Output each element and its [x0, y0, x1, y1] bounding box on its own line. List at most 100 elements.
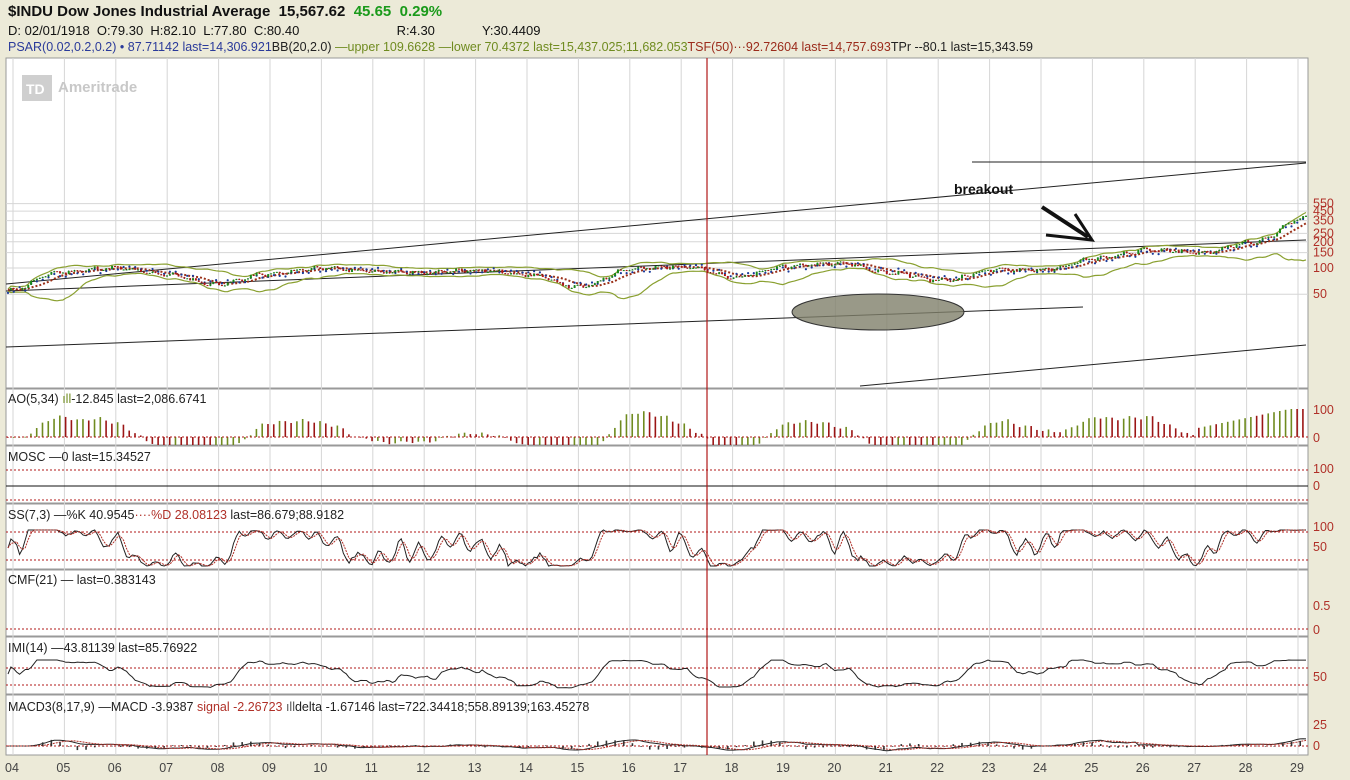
candle-body [1157, 251, 1160, 253]
macd-histogram-bar [518, 746, 521, 748]
bar-open: O:79.30 [96, 23, 144, 38]
ao-bar [197, 437, 200, 445]
ao-bar [1105, 417, 1108, 437]
ao-bar [99, 417, 102, 437]
macd-histogram-bar [657, 746, 660, 750]
macd-histogram-bar [1247, 744, 1249, 746]
macd-histogram-bar [753, 741, 755, 746]
ao-bar [718, 437, 720, 445]
ao-bar [47, 421, 50, 437]
candle-body [134, 268, 137, 270]
price-candles [9, 215, 1307, 291]
ao-bar [452, 436, 454, 438]
candle-body [547, 278, 550, 281]
ao-bar [764, 437, 767, 438]
candle-body [342, 269, 345, 271]
candle-body [671, 265, 674, 269]
psar-dot [1255, 245, 1258, 248]
psar-dot [1203, 252, 1206, 255]
psar-dot [296, 271, 299, 274]
candle-body [735, 276, 738, 278]
macd-histogram-bar [1273, 745, 1276, 747]
macd-histogram-bar [1256, 745, 1258, 747]
candle-body [556, 280, 559, 283]
candle-body [50, 272, 53, 275]
ao-histogram [6, 409, 1308, 445]
imi-panel-title: IMI(14) —43.81139 last=85.76922 [8, 641, 197, 655]
candle-body [483, 269, 486, 273]
ao-bar [1099, 418, 1102, 437]
ao-bar [105, 420, 107, 437]
psar-dot [920, 273, 923, 276]
psar-dot [151, 267, 154, 271]
psar-dot [891, 270, 894, 273]
date-tick-label: 23 [982, 761, 996, 775]
candle-body [813, 264, 816, 266]
ao-bar [186, 437, 188, 445]
psar-dot [58, 275, 62, 278]
psar-dot [330, 268, 333, 271]
candle-body [998, 267, 1001, 269]
candle-body [767, 270, 770, 272]
candle-body [183, 277, 186, 279]
candle-body [472, 270, 475, 272]
candle-body [336, 266, 339, 268]
psar-dot [400, 267, 403, 271]
ao-bar [469, 434, 472, 437]
candle-body [608, 277, 611, 280]
ao-bar [1146, 416, 1148, 437]
psar-dot [134, 266, 137, 269]
ao-bar [64, 416, 67, 437]
psar-dot [405, 270, 408, 273]
candle-body [486, 272, 489, 274]
macd-histogram-bar [128, 746, 131, 748]
psar-dot [342, 267, 345, 270]
candle-body [1273, 236, 1276, 238]
candle-body [1146, 247, 1149, 249]
psar-dot [787, 270, 790, 273]
price-tick-label: 200 [1313, 235, 1334, 249]
ao-bar [689, 428, 691, 437]
candle-body [801, 263, 804, 265]
macd-histogram-bar [475, 745, 478, 747]
bb-lower-line [7, 253, 1307, 302]
candle-body [573, 285, 576, 288]
candle-body [738, 276, 741, 278]
candle-body [787, 267, 790, 269]
psar-dot [324, 270, 328, 273]
ao-bar [897, 437, 899, 445]
candle-body [504, 273, 507, 275]
candle-body [1148, 248, 1151, 251]
psar-dot [463, 268, 466, 271]
candle-body [1232, 247, 1235, 249]
macd-histogram-bar [484, 746, 486, 748]
date-tick-label: 14 [519, 761, 533, 775]
candle-body [1059, 266, 1062, 268]
ss-panel-title: SS(7,3) —%K 40.9545····%D 28.08123 last=… [8, 508, 344, 522]
ao-bar [417, 437, 420, 442]
candle-body [59, 271, 62, 274]
symbol-title: $INDU Dow Jones Industrial Average [8, 3, 271, 20]
psar-dot [446, 268, 449, 271]
psar-dot [1174, 247, 1177, 250]
candle-body [498, 269, 501, 271]
candle-body [703, 267, 706, 271]
candle-body [984, 270, 987, 272]
ao-bar [758, 437, 761, 444]
macd-histogram-bar [432, 745, 434, 747]
ao-bar [1018, 427, 1021, 437]
candle-body [44, 276, 47, 278]
candle-body [142, 271, 145, 273]
macd-histogram-bar [865, 746, 868, 750]
macd-histogram-bar [1039, 746, 1041, 747]
ao-bar [151, 437, 154, 444]
macd-histogram-bar [874, 746, 877, 750]
candle-body [851, 263, 854, 267]
ao-bar [515, 437, 518, 444]
ao-bar [1232, 420, 1235, 437]
candle-body [67, 270, 70, 275]
candle-body [1070, 264, 1073, 266]
macd-histogram-bar [1169, 746, 1171, 748]
candle-body [934, 279, 937, 281]
date-tick-label: 21 [879, 761, 893, 775]
